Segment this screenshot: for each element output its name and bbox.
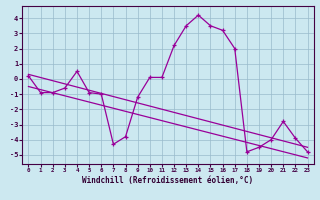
X-axis label: Windchill (Refroidissement éolien,°C): Windchill (Refroidissement éolien,°C)	[83, 176, 253, 185]
